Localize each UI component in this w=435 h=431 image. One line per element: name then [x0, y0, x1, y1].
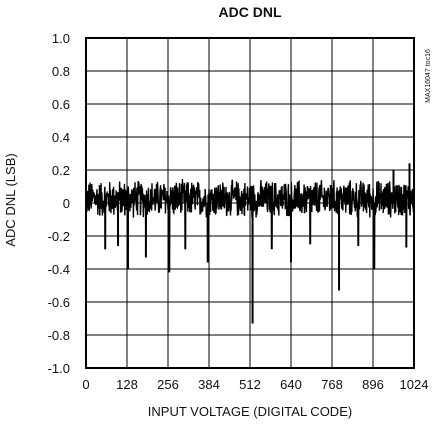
- x-tick-label: 512: [239, 377, 261, 392]
- plot-frame: [85, 37, 415, 369]
- x-axis-label: INPUT VOLTAGE (DIGITAL CODE): [148, 404, 352, 419]
- x-tick-label: 896: [362, 377, 384, 392]
- y-tick-label: -0.2: [48, 229, 70, 244]
- x-tick-labels: 0 128 256 384 512 640 768 896 1024: [82, 377, 428, 392]
- x-tick-label: 768: [321, 377, 343, 392]
- y-tick-label: 1.0: [52, 31, 70, 46]
- y-tick-label: 0.6: [52, 97, 70, 112]
- y-tick-label: -1.0: [48, 361, 70, 376]
- y-tick-label: -0.6: [48, 295, 70, 310]
- chart-title: ADC DNL: [219, 4, 282, 20]
- figure-code: MAX16047 toc16: [425, 49, 432, 103]
- dnl-series-line: [85, 163, 415, 324]
- y-tick-label: -0.8: [48, 328, 70, 343]
- x-tick-label: 384: [198, 377, 220, 392]
- dnl-trace: [85, 163, 415, 324]
- y-tick-label: 0.4: [52, 130, 70, 145]
- y-tick-label: -0.4: [48, 262, 70, 277]
- x-tick-label: 256: [157, 377, 179, 392]
- y-tick-label: 0: [63, 196, 70, 211]
- x-tick-label: 0: [82, 377, 89, 392]
- y-tick-label: 0.8: [52, 64, 70, 79]
- y-tick-label: 0.2: [52, 163, 70, 178]
- x-tick-label: 640: [280, 377, 302, 392]
- x-tick-label: 128: [116, 377, 138, 392]
- y-axis-label: ADC DNL (LSB): [3, 153, 18, 246]
- x-tick-label: 1024: [400, 377, 429, 392]
- y-tick-labels: 1.0 0.8 0.6 0.4 0.2 0 -0.2 -0.4 -0.6 -0.8 -1.0: [48, 31, 70, 376]
